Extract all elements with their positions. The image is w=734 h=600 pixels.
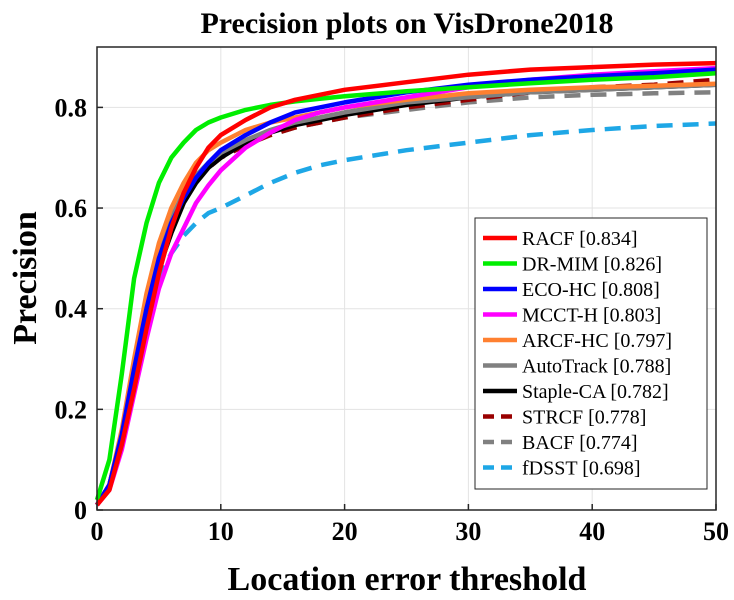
legend-entry: DR-MIM [0.826]	[522, 254, 662, 276]
y-tick-label: 0.4	[55, 295, 88, 324]
plot-frame	[96, 46, 717, 511]
y-ticks: 0 0.2 0.4 0.6 0.8	[55, 93, 103, 525]
y-tick-label: 0.6	[55, 194, 88, 223]
legend-entry: Staple-CA [0.782]	[522, 381, 669, 403]
series-group	[94, 60, 717, 507]
x-tick-label: 50	[703, 517, 729, 546]
legend-entry: MCCT-H [0.803]	[522, 305, 661, 327]
x-tick-label: 40	[579, 517, 605, 546]
series-line-bacf	[95, 90, 717, 507]
x-tick-label: 20	[332, 517, 358, 546]
y-tick-label: 0.8	[55, 93, 88, 122]
x-tick-label: 10	[208, 517, 234, 546]
series-line-eco-hc	[95, 67, 717, 507]
legend-entry: STRCF [0.778]	[522, 407, 646, 429]
x-tick-label: 30	[455, 517, 481, 546]
legend-entry: RACF [0.834]	[522, 228, 638, 250]
y-tick-label: 0	[74, 496, 87, 525]
series-line-arcf-hc	[95, 81, 717, 507]
series-line-dr-mim	[94, 70, 717, 501]
legend-entry: BACF [0.774]	[522, 432, 638, 454]
legend-entry: fDSST [0.698]	[522, 458, 641, 480]
legend-entry: AutoTrack [0.788]	[522, 356, 671, 378]
series-line-racf	[95, 60, 717, 507]
legend: RACF [0.834] DR-MIM [0.826] ECO-HC [0.808]…	[474, 217, 708, 490]
y-tick-label: 0.2	[55, 395, 88, 424]
x-axis-label: Location error threshold	[228, 561, 587, 598]
y-axis-label: Precision	[7, 211, 44, 345]
x-tick-label: 0	[91, 517, 104, 546]
legend-entry: ECO-HC [0.808]	[522, 279, 660, 301]
chart-title: Precision plots on VisDrone2018	[200, 7, 613, 40]
legend-entry: ARCF-HC [0.797]	[522, 330, 672, 352]
x-ticks: 0 10 20 30 40 50	[91, 504, 729, 546]
